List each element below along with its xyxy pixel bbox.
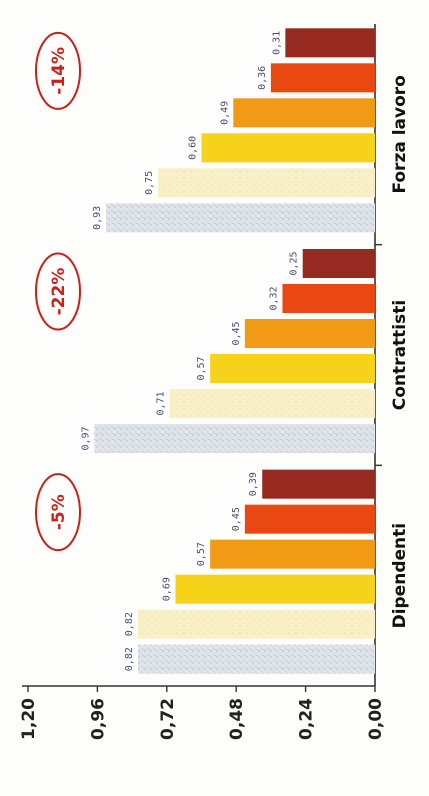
- change-percent-label: -22%: [49, 268, 69, 316]
- y-tick-label: 0,48: [227, 698, 247, 740]
- bar-texture: [158, 168, 375, 198]
- bar-value-label: 0,49: [219, 101, 230, 125]
- bar-texture: [137, 644, 375, 674]
- bar-value-label: 0,39: [248, 472, 259, 496]
- bar: [244, 319, 375, 348]
- bar-value-label: 0,93: [92, 206, 103, 230]
- bar-value-label: 0,75: [144, 171, 155, 195]
- y-tick-label: 0,24: [297, 698, 317, 740]
- change-percent-label: -5%: [49, 494, 69, 530]
- bar: [285, 28, 376, 58]
- bar-value-label: 0,25: [289, 251, 300, 275]
- y-tick-label: 0,96: [88, 698, 108, 740]
- bar: [233, 98, 375, 128]
- change-ellipse: [35, 31, 81, 110]
- bar-value-label: 0,45: [231, 321, 242, 345]
- bar-value-label: 0,69: [161, 577, 172, 601]
- bar-texture: [137, 609, 375, 639]
- bar-value-label: 0,60: [188, 136, 199, 160]
- bar-texture: [169, 389, 375, 418]
- y-tick-label: 0,72: [158, 698, 178, 740]
- y-tick-label: 1,20: [19, 698, 39, 740]
- bar: [282, 284, 376, 313]
- bar-texture: [106, 203, 375, 233]
- bar-value-label: 0,82: [124, 612, 135, 636]
- change-ellipse: [35, 473, 81, 552]
- bar-value-label: 0,31: [271, 31, 282, 55]
- bar: [210, 539, 375, 569]
- bar-texture: [94, 424, 375, 453]
- bar: [201, 133, 375, 163]
- bar-value-label: 0,45: [231, 507, 242, 531]
- bar-value-label: 0,71: [156, 391, 167, 415]
- bar: [302, 249, 376, 278]
- category-label: Contrattisti: [390, 300, 410, 410]
- bar: [270, 63, 375, 93]
- bar-value-label: 0,57: [196, 356, 207, 380]
- y-tick-label: 0,00: [366, 698, 386, 740]
- bar: [210, 354, 375, 383]
- bar: [262, 469, 376, 499]
- bar: [244, 504, 375, 534]
- category-label: Dipendenti: [390, 523, 410, 629]
- bar-value-label: 0,36: [257, 66, 268, 90]
- bar-value-label: 0,32: [268, 286, 279, 310]
- change-ellipse: [35, 252, 81, 331]
- category-label: Forza lavoro: [390, 75, 410, 193]
- bar-value-label: 0,57: [196, 542, 207, 566]
- bar-value-label: 0,97: [81, 426, 92, 450]
- bar-value-label: 0,82: [124, 647, 135, 671]
- change-percent-label: -14%: [49, 47, 69, 95]
- bar: [175, 574, 375, 604]
